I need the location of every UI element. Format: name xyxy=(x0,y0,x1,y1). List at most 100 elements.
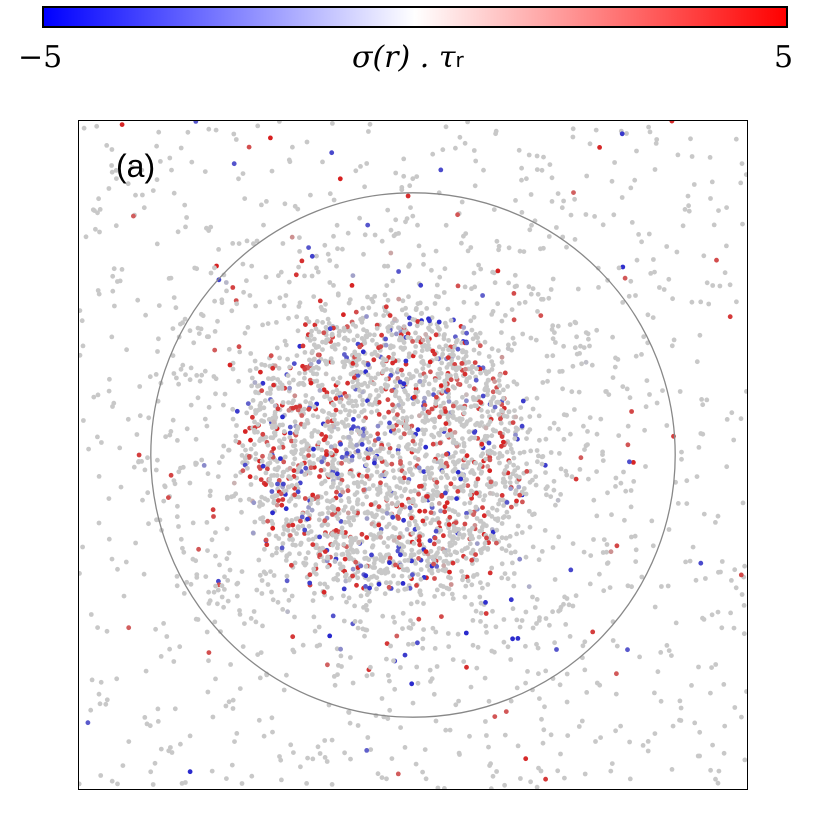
scatter-point xyxy=(690,544,696,550)
scatter-point xyxy=(234,423,239,428)
scatter-point xyxy=(206,589,211,595)
scatter-point xyxy=(351,517,357,523)
scatter-point xyxy=(502,484,508,489)
scatter-point xyxy=(274,467,280,473)
scatter-point xyxy=(250,530,256,536)
scatter-point xyxy=(376,581,382,587)
scatter-point xyxy=(359,336,365,341)
scatter-point xyxy=(393,231,399,237)
scatter-point xyxy=(167,646,172,652)
scatter-point xyxy=(416,465,422,471)
scatter-point xyxy=(311,446,316,452)
scatter-point xyxy=(310,396,315,401)
scatter-point xyxy=(500,409,505,414)
scatter-point xyxy=(597,145,602,150)
scatter-point xyxy=(394,331,399,337)
scatter-point xyxy=(182,202,188,208)
scatter-point xyxy=(371,560,377,566)
scatter-point xyxy=(168,275,174,281)
scatter-point xyxy=(287,551,292,557)
scatter-point xyxy=(334,489,339,495)
scatter-point xyxy=(260,453,265,459)
scatter-point xyxy=(368,447,373,452)
scatter-point xyxy=(313,562,319,568)
scatter-point xyxy=(374,448,380,454)
scatter-point xyxy=(278,456,283,461)
scatter-point xyxy=(650,543,656,549)
scatter-point xyxy=(470,336,476,342)
scatter-point xyxy=(473,608,479,614)
scatter-point xyxy=(488,533,494,539)
scatter-point xyxy=(478,610,484,616)
scatter-point xyxy=(386,328,391,334)
scatter-point xyxy=(233,137,239,142)
scatter-point xyxy=(443,484,449,490)
scatter-point xyxy=(526,584,532,589)
scatter-point xyxy=(368,532,374,537)
scatter-point xyxy=(95,625,100,630)
scatter-point xyxy=(446,338,451,343)
scatter-point xyxy=(195,395,201,401)
scatter-point xyxy=(503,709,509,714)
scatter-point xyxy=(247,474,253,480)
scatter-point xyxy=(485,547,491,552)
scatter-point xyxy=(464,514,469,520)
scatter-point xyxy=(390,408,396,414)
scatter-point xyxy=(320,545,325,551)
scatter-point xyxy=(480,293,485,298)
scatter-point xyxy=(367,121,373,127)
scatter-point xyxy=(478,266,484,272)
scatter-point xyxy=(467,492,473,498)
scatter-point xyxy=(131,464,137,470)
scatter-point xyxy=(439,360,445,366)
scatter-point xyxy=(259,418,264,423)
scatter-point xyxy=(462,371,468,377)
scatter-point xyxy=(407,469,413,475)
scatter-point xyxy=(488,786,494,789)
scatter-point xyxy=(628,488,634,493)
scatter-point xyxy=(468,535,474,540)
scatter-point xyxy=(721,682,727,687)
scatter-point xyxy=(432,424,437,430)
scatter-point xyxy=(614,543,620,549)
scatter-point xyxy=(666,648,672,653)
scatter-point xyxy=(372,332,377,338)
scatter-point xyxy=(481,497,486,503)
scatter-point xyxy=(462,140,468,146)
scatter-point xyxy=(213,530,218,535)
scatter-point xyxy=(523,756,529,762)
scatter-point xyxy=(248,616,254,621)
scatter-point xyxy=(212,329,218,334)
scatter-point xyxy=(360,349,366,355)
scatter-point xyxy=(298,542,303,547)
scatter-point xyxy=(511,462,516,468)
scatter-point xyxy=(390,453,395,459)
scatter-point xyxy=(314,319,320,324)
scatter-point xyxy=(416,335,421,341)
scatter-point xyxy=(418,282,424,288)
scatter-point xyxy=(312,628,318,634)
scatter-point xyxy=(307,572,313,578)
scatter-point xyxy=(259,202,264,208)
scatter-point xyxy=(405,557,411,563)
scatter-point xyxy=(486,744,491,750)
scatter-point xyxy=(478,407,484,413)
scatter-point xyxy=(467,529,473,535)
scatter-point xyxy=(362,556,367,561)
scatter-point xyxy=(504,500,510,505)
scatter-point xyxy=(117,278,123,284)
scatter-point xyxy=(694,474,700,479)
scatter-point xyxy=(187,480,193,486)
scatter-point xyxy=(155,457,160,463)
scatter-point xyxy=(345,488,351,494)
scatter-point xyxy=(461,356,466,362)
scatter-point xyxy=(715,513,721,519)
scatter-point xyxy=(471,270,477,276)
scatter-point xyxy=(372,349,378,355)
scatter-point xyxy=(407,321,413,327)
scatter-point xyxy=(619,131,625,137)
scatter-point xyxy=(272,412,278,418)
scatter-point xyxy=(471,397,477,402)
scatter-point xyxy=(412,448,418,453)
scatter-point xyxy=(442,426,448,432)
